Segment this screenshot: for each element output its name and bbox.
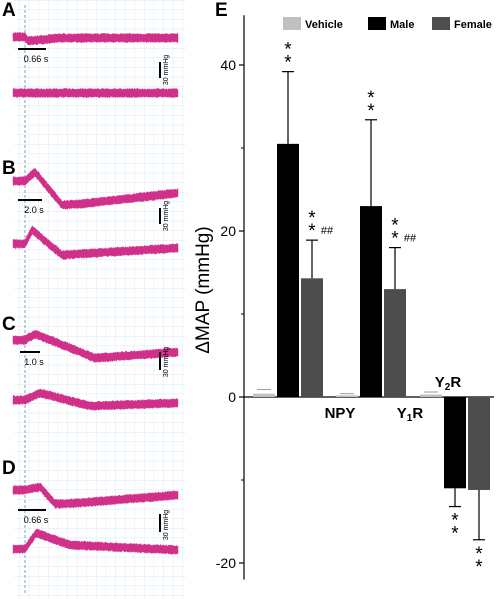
y-tick-label-40: 40 (220, 57, 236, 73)
time-scale-label: 2.0 s (24, 205, 44, 215)
legend-label-female: Female (454, 19, 492, 31)
pressure-scale-label: 30 mmHg (163, 55, 170, 85)
significance-star: * (391, 229, 399, 250)
legend: Vehicle Male Female (283, 17, 492, 31)
significance-star: * (367, 88, 375, 109)
trace-line (12, 390, 178, 411)
trace-panel-d: D 0.66 s 30 mmHg (2, 458, 179, 555)
y-tick-label-0: 0 (228, 389, 236, 405)
trace-panel-b: B 2.0 s 30 mmHg (2, 158, 179, 260)
significance-star: * (451, 524, 459, 545)
significance-star: * (475, 557, 483, 578)
trace-line (12, 227, 178, 260)
significance-hash: ## (321, 225, 334, 237)
bar-vehicle-y2r (420, 394, 442, 397)
significance-star: * (308, 221, 316, 242)
significance-star: * (284, 53, 292, 74)
trace-band (12, 388, 179, 411)
legend-swatch-female (432, 17, 450, 30)
panel-letter-e: E (215, 0, 228, 21)
bar-male-y1r (360, 206, 382, 397)
significance-star: * (284, 40, 292, 61)
bar-vehicle-y1r (336, 395, 358, 397)
pressure-scale-label: 30 mmHg (163, 201, 170, 231)
significance-mark: ** (475, 544, 483, 578)
trace-band (12, 528, 179, 555)
panel-letter: C (2, 314, 16, 335)
legend-label-male: Male (390, 19, 414, 31)
trace-band (12, 329, 179, 364)
significance-hash: ## (404, 233, 417, 245)
panel-letter: A (2, 0, 16, 21)
legend-swatch-vehicle (283, 17, 301, 30)
significance-mark: ** (367, 88, 375, 122)
bar-male-y2r (444, 397, 466, 489)
trace-panel-a: A 0.66 s 30 mmHg (2, 0, 179, 99)
significance-mark: ** ## (391, 216, 417, 250)
significance-star: * (475, 544, 483, 565)
legend-label-vehicle: Vehicle (305, 19, 343, 31)
bar-male-npy (277, 143, 299, 397)
significance-star: * (367, 101, 375, 122)
trace-line (12, 530, 178, 555)
y-axis-title: ΔMAP (mmHg) (193, 226, 214, 353)
category-label-y2r: Y2R (435, 374, 462, 393)
category-label-y1r: Y1R (397, 405, 424, 424)
trace-line (12, 169, 178, 210)
legend-swatch-male (368, 17, 386, 30)
bar-female-npy (301, 278, 323, 397)
trace-line (12, 87, 178, 98)
significance-mark: ** (284, 40, 292, 74)
pressure-scale-label: 30 mmHg (163, 347, 170, 377)
y-tick-label--20: -20 (216, 555, 236, 571)
significance-star: * (391, 216, 399, 237)
trace-line (12, 32, 178, 46)
time-scale-label: 1.0 s (24, 357, 44, 367)
significance-star: * (308, 208, 316, 229)
significance-mark: ** ## (308, 208, 334, 242)
panel-letter: B (2, 158, 16, 179)
bar-vehicle-npy (253, 393, 275, 397)
trace-line (12, 332, 178, 362)
traces-area: A 0.66 s 30 mmHg B 2.0 s 30 mmHg C 1.0 s 30 mmHg… (2, 0, 186, 599)
bar-female-y1r (384, 289, 406, 397)
time-scale-label: 0.66 s (24, 515, 49, 525)
significance-mark: ** (451, 511, 459, 545)
bar-female-y2r (468, 397, 490, 490)
pressure-scale-label: 30 mmHg (163, 510, 170, 540)
panel-letter: D (2, 458, 16, 479)
trace-band (12, 31, 179, 46)
time-scale-label: 0.66 s (24, 54, 49, 64)
trace-line (12, 483, 178, 509)
category-label-npy: NPY (325, 405, 356, 422)
significance-star: * (451, 511, 459, 532)
y-tick-label-20: 20 (220, 223, 236, 239)
trace-panel-c: C 1.0 s 30 mmHg (2, 314, 179, 411)
